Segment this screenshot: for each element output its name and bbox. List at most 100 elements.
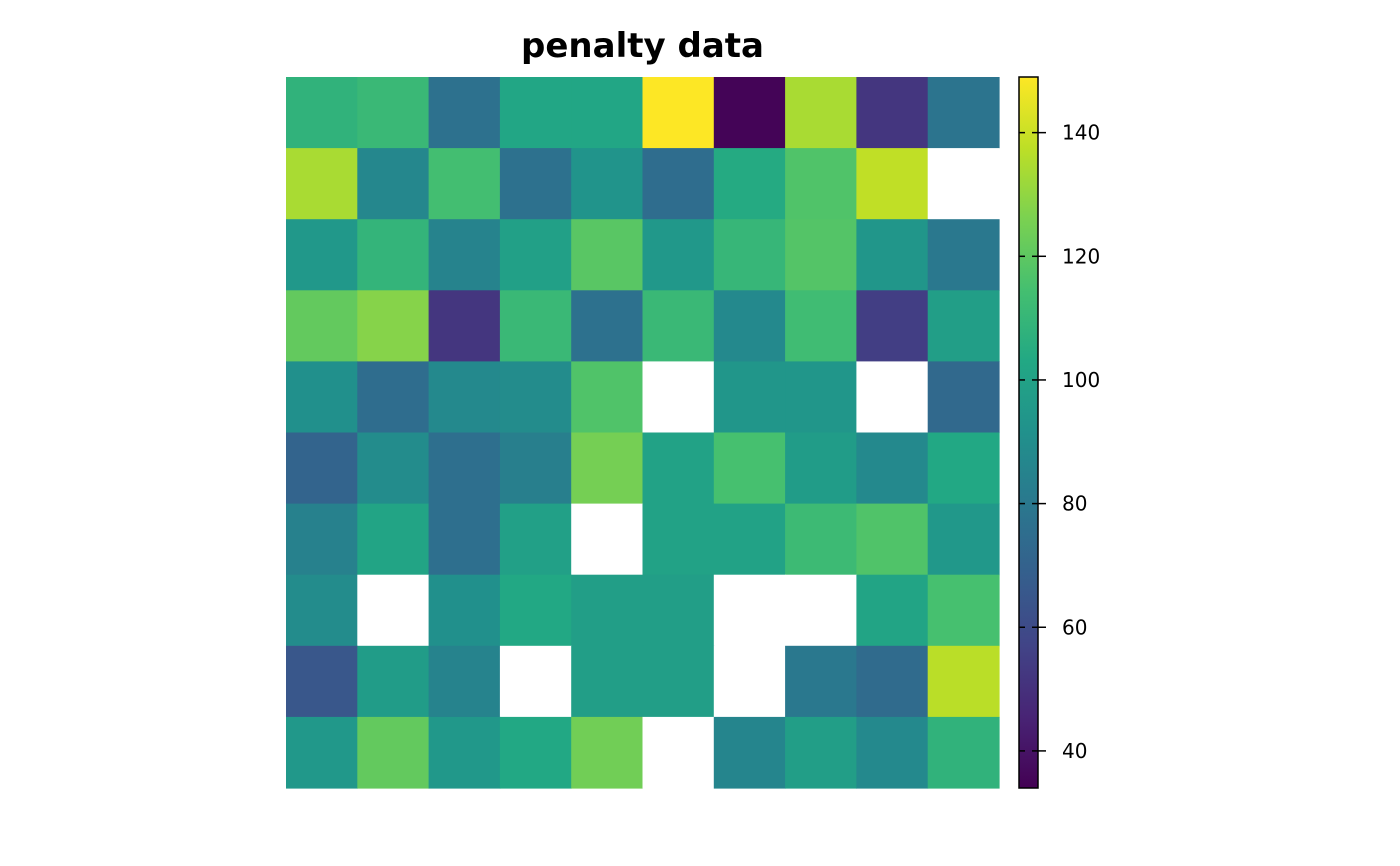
heatmap-cell bbox=[357, 219, 430, 291]
heatmap-cell bbox=[571, 645, 644, 718]
heatmap-cell bbox=[499, 77, 572, 149]
heatmap-cell bbox=[499, 219, 572, 291]
heatmap-cell bbox=[286, 574, 358, 647]
heatmap-cell bbox=[571, 77, 644, 149]
heatmap-cell bbox=[856, 716, 929, 789]
colorbar-tick-label: 60 bbox=[1062, 615, 1087, 639]
heatmap-cell bbox=[357, 503, 430, 576]
heatmap-cells bbox=[286, 77, 1000, 789]
heatmap-cell bbox=[499, 503, 572, 576]
heatmap-cell bbox=[286, 219, 358, 291]
heatmap-cell bbox=[713, 432, 786, 505]
heatmap-cell-missing bbox=[713, 574, 786, 647]
heatmap-cell bbox=[571, 432, 644, 505]
heatmap-cell bbox=[428, 645, 501, 718]
chart-title: penalty data bbox=[521, 26, 764, 66]
heatmap-cell bbox=[571, 361, 644, 434]
heatmap-cell bbox=[357, 361, 430, 434]
heatmap-cell bbox=[428, 574, 501, 647]
heatmap-cell bbox=[785, 503, 857, 576]
heatmap-cell bbox=[499, 716, 572, 789]
heatmap-cell bbox=[927, 361, 1000, 434]
colorbar-tick-label: 100 bbox=[1062, 368, 1100, 392]
heatmap-cell bbox=[571, 148, 644, 220]
heatmap-cell bbox=[571, 290, 644, 362]
heatmap-cell-missing bbox=[785, 574, 857, 647]
heatmap-cell bbox=[927, 574, 1000, 647]
heatmap-cell bbox=[856, 290, 929, 362]
heatmap-cell-missing bbox=[927, 148, 1000, 220]
heatmap-cell-missing bbox=[642, 716, 715, 789]
heatmap-cell bbox=[357, 148, 430, 220]
colorbar-tick-label: 40 bbox=[1062, 739, 1087, 763]
heatmap-cell bbox=[642, 290, 715, 362]
colorbar-tick-label: 140 bbox=[1062, 121, 1100, 145]
heatmap-cell bbox=[499, 148, 572, 220]
heatmap-cell bbox=[428, 503, 501, 576]
colorbar-tick-label: 80 bbox=[1062, 492, 1087, 516]
heatmap-cell bbox=[927, 645, 1000, 718]
heatmap-cell bbox=[571, 219, 644, 291]
heatmap-cell bbox=[357, 77, 430, 149]
heatmap-cell bbox=[785, 645, 857, 718]
heatmap-cell bbox=[428, 361, 501, 434]
heatmap-cell bbox=[286, 77, 358, 149]
heatmap-cell bbox=[428, 77, 501, 149]
heatmap-cell bbox=[856, 645, 929, 718]
heatmap-cell bbox=[357, 290, 430, 362]
heatmap-cell bbox=[713, 503, 786, 576]
heatmap-cell bbox=[927, 77, 1000, 149]
heatmap-cell bbox=[642, 503, 715, 576]
heatmap-cell bbox=[785, 361, 857, 434]
heatmap-cell bbox=[927, 219, 1000, 291]
heatmap-cell bbox=[642, 574, 715, 647]
heatmap-cell bbox=[428, 148, 501, 220]
heatmap-cell bbox=[642, 148, 715, 220]
heatmap-cell bbox=[357, 432, 430, 505]
heatmap-cell bbox=[856, 77, 929, 149]
heatmap-cell bbox=[856, 503, 929, 576]
heatmap-cell bbox=[428, 716, 501, 789]
heatmap-cell-missing bbox=[357, 574, 430, 647]
heatmap-cell bbox=[785, 290, 857, 362]
colorbar-ticks: 40 60 80 100 120 140 bbox=[1019, 121, 1100, 763]
heatmap-cell bbox=[286, 716, 358, 789]
heatmap-cell bbox=[713, 361, 786, 434]
heatmap-cell bbox=[286, 148, 358, 220]
heatmap-cell bbox=[713, 219, 786, 291]
heatmap-cell bbox=[785, 219, 857, 291]
heatmap-cell bbox=[713, 148, 786, 220]
heatmap-cell bbox=[856, 148, 929, 220]
heatmap-cell bbox=[428, 290, 501, 362]
heatmap-cell bbox=[499, 290, 572, 362]
heatmap-cell bbox=[927, 716, 1000, 789]
colorbar-gradient bbox=[1018, 76, 1039, 789]
heatmap-cell bbox=[856, 432, 929, 505]
heatmap-cell bbox=[571, 716, 644, 789]
heatmap-cell bbox=[428, 432, 501, 505]
heatmap-cell bbox=[571, 574, 644, 647]
heatmap-cell bbox=[785, 716, 857, 789]
heatmap-cell bbox=[357, 645, 430, 718]
heatmap-cell-missing bbox=[499, 645, 572, 718]
heatmap-cell bbox=[286, 361, 358, 434]
heatmap-cell bbox=[642, 432, 715, 505]
heatmap-cell bbox=[642, 219, 715, 291]
heatmap-cell bbox=[286, 503, 358, 576]
heatmap-cell bbox=[499, 361, 572, 434]
heatmap-cell bbox=[713, 290, 786, 362]
heatmap-cell bbox=[713, 716, 786, 789]
heatmap-cell bbox=[856, 219, 929, 291]
heatmap-cell bbox=[499, 574, 572, 647]
colorbar: 40 60 80 100 120 140 bbox=[1018, 76, 1100, 789]
heatmap-cell bbox=[785, 148, 857, 220]
heatmap-cell bbox=[713, 77, 786, 149]
heatmap-cell bbox=[642, 77, 715, 149]
heatmap-cell bbox=[785, 432, 857, 505]
heatmap-cell bbox=[286, 432, 358, 505]
heatmap-cell bbox=[927, 290, 1000, 362]
colorbar-tick-label: 120 bbox=[1062, 244, 1100, 268]
heatmap-cell-missing bbox=[571, 503, 644, 576]
heatmap-cell-missing bbox=[642, 361, 715, 434]
